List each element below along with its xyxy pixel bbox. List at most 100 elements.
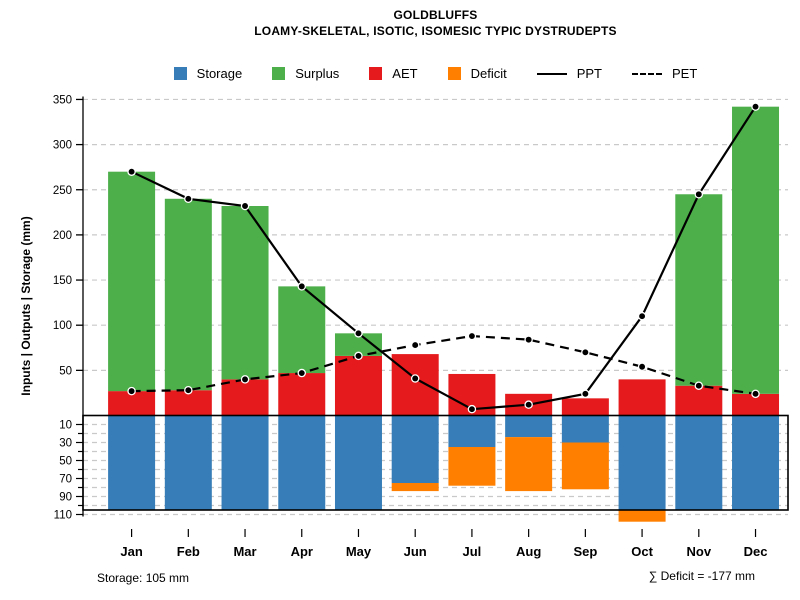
x-label-jul: Jul bbox=[463, 544, 482, 559]
bar-aet-mar bbox=[221, 379, 269, 416]
bar-surplus-mar bbox=[221, 206, 269, 380]
x-label-apr: Apr bbox=[291, 544, 313, 559]
bar-storage-jan bbox=[108, 415, 156, 510]
pet-point-aug bbox=[524, 335, 533, 344]
bar-storage-aug bbox=[505, 415, 553, 438]
legend-label: Deficit bbox=[470, 66, 507, 81]
ppt-line bbox=[131, 106, 757, 411]
y-tick-label-lower-90: 90 bbox=[59, 492, 72, 504]
bar-storage-jul bbox=[448, 415, 496, 447]
x-label-sep: Sep bbox=[573, 544, 597, 559]
bar-storage-feb bbox=[164, 415, 212, 510]
ppt-point-dec bbox=[751, 102, 760, 111]
ppt-point-mar bbox=[240, 201, 250, 211]
x-label-mar: Mar bbox=[233, 544, 256, 559]
pet-point-apr bbox=[297, 368, 307, 378]
pet-point-oct bbox=[637, 362, 647, 371]
ppt-point-aug bbox=[524, 400, 533, 409]
ppt-point-jun bbox=[410, 374, 420, 383]
y-tick-label-200: 200 bbox=[53, 230, 72, 242]
bar-deficit-jun bbox=[391, 483, 439, 492]
y-tick-label-lower-50: 50 bbox=[59, 456, 72, 468]
ppt-point-oct bbox=[637, 311, 647, 321]
legend-item-deficit: Deficit bbox=[447, 66, 507, 81]
bar-storage-oct bbox=[618, 415, 666, 510]
x-label-jun: Jun bbox=[404, 544, 427, 559]
ppt-point-jul bbox=[467, 404, 477, 414]
y-tick-label-100: 100 bbox=[53, 320, 72, 332]
legend-label: Surplus bbox=[295, 66, 340, 81]
legend-item-ppt: PPT bbox=[536, 66, 603, 81]
pet-point-mar bbox=[240, 375, 250, 384]
bar-surplus-dec bbox=[732, 106, 780, 394]
y-tick-label-250: 250 bbox=[53, 185, 72, 197]
pet-point-jan bbox=[127, 386, 136, 396]
bar-aet-nov bbox=[675, 385, 723, 416]
bar-aet-sep bbox=[561, 398, 609, 416]
legend-key-surplus-icon bbox=[272, 67, 286, 80]
pet-point-jul bbox=[467, 331, 477, 341]
bar-storage-apr bbox=[278, 415, 326, 510]
deficit-note: ∑ Deficit = -177 mm bbox=[648, 569, 755, 583]
bar-storage-may bbox=[334, 415, 382, 510]
pet-point-sep bbox=[581, 348, 590, 357]
ppt-point-feb bbox=[184, 194, 193, 204]
bar-deficit-sep bbox=[561, 442, 609, 490]
chart-title: GOLDBLUFFS bbox=[393, 8, 478, 22]
bar-storage-jun bbox=[391, 415, 439, 483]
legend-key-ppt-icon bbox=[536, 72, 567, 75]
bar-aet-apr bbox=[278, 373, 326, 416]
legend-label: PET bbox=[672, 66, 698, 81]
pet-point-dec bbox=[751, 389, 760, 399]
bar-deficit-oct bbox=[618, 510, 666, 522]
y-tick-label-150: 150 bbox=[53, 275, 72, 287]
legend-item-aet: AET bbox=[369, 66, 418, 81]
legend-label: Storage bbox=[196, 66, 243, 81]
ppt-point-apr bbox=[297, 282, 307, 291]
y-tick-label-50: 50 bbox=[59, 365, 72, 377]
bar-aet-dec bbox=[732, 393, 780, 416]
pet-point-jun bbox=[410, 340, 420, 350]
storage-note: Storage: 105 mm bbox=[97, 571, 190, 585]
bar-surplus-jan bbox=[108, 171, 156, 392]
legend-label: PPT bbox=[576, 66, 603, 81]
chart-subtitle: LOAMY-SKELETAL, ISOTIC, ISOMESIC TYPIC D… bbox=[254, 24, 617, 38]
x-label-oct: Oct bbox=[631, 544, 653, 559]
bar-surplus-apr bbox=[278, 286, 326, 374]
legend-key-aet-icon bbox=[369, 67, 383, 80]
bar-storage-sep bbox=[561, 415, 609, 443]
y-tick-label-lower-70: 70 bbox=[59, 474, 72, 486]
pet-point-may bbox=[354, 351, 363, 361]
y-tick-label-lower-110: 110 bbox=[54, 510, 72, 522]
y-axis-title: Inputs | Outputs | Storage (mm) bbox=[19, 216, 33, 395]
pet-point-nov bbox=[694, 381, 704, 390]
bar-deficit-jul bbox=[448, 447, 496, 486]
ppt-point-nov bbox=[694, 190, 704, 199]
legend-key-storage-icon bbox=[173, 67, 187, 80]
ppt-point-jan bbox=[127, 167, 136, 176]
bar-storage-dec bbox=[732, 415, 780, 510]
chart-legend: Storage Surplus AET Deficit PPT PET bbox=[83, 66, 788, 81]
bar-storage-nov bbox=[675, 415, 723, 510]
legend-item-storage: Storage bbox=[173, 66, 243, 81]
x-label-dec: Dec bbox=[744, 544, 768, 559]
legend-key-pet-icon bbox=[632, 72, 663, 75]
bar-aet-jun bbox=[391, 354, 439, 416]
bar-deficit-aug bbox=[505, 437, 553, 492]
bar-storage-mar bbox=[221, 415, 269, 510]
x-label-jan: Jan bbox=[120, 544, 142, 559]
y-tick-label-350: 350 bbox=[53, 94, 72, 106]
x-label-nov: Nov bbox=[687, 544, 712, 559]
x-label-feb: Feb bbox=[177, 544, 200, 559]
y-tick-label-lower-30: 30 bbox=[59, 438, 72, 450]
y-tick-label-lower-10: 10 bbox=[59, 420, 72, 432]
pet-point-feb bbox=[184, 385, 193, 395]
bar-aet-oct bbox=[618, 379, 666, 416]
legend-key-deficit-icon bbox=[447, 67, 461, 80]
pet-line bbox=[131, 334, 756, 395]
x-label-may: May bbox=[346, 544, 372, 559]
x-label-aug: Aug bbox=[516, 544, 541, 559]
bar-surplus-may bbox=[334, 333, 382, 356]
